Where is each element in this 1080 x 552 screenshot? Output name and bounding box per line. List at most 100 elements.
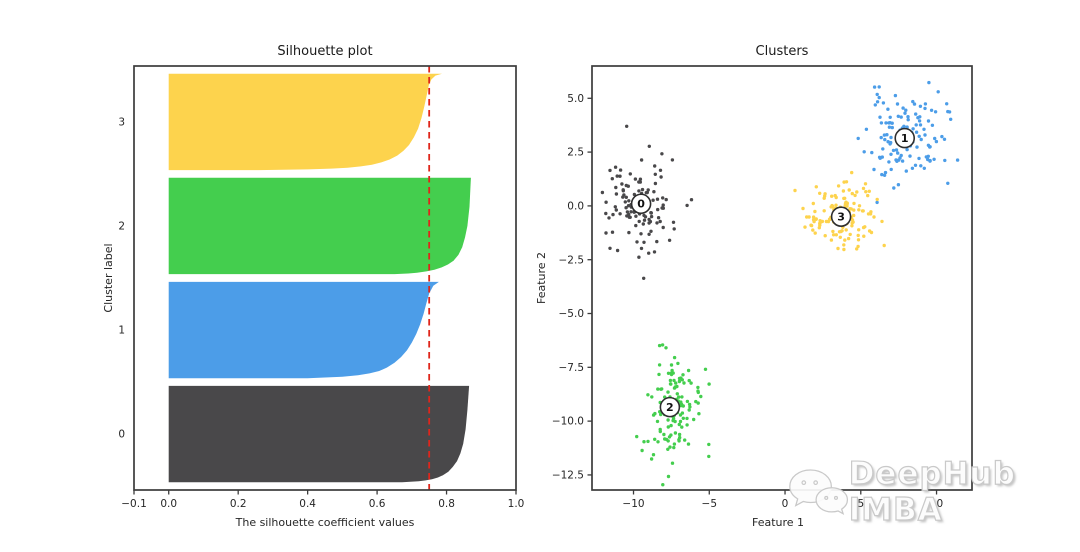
scatter-point <box>813 209 817 214</box>
scatter-point <box>677 395 681 399</box>
scatter-point <box>875 197 879 202</box>
scatter-point <box>664 197 668 202</box>
scatter-point <box>685 399 690 404</box>
scatter-point <box>863 182 868 186</box>
clusters-y-tick-label: −10.0 <box>552 416 584 428</box>
scatter-point <box>638 177 643 181</box>
scatter-point <box>678 435 682 440</box>
scatter-point <box>666 439 670 443</box>
scatter-point <box>664 346 668 350</box>
scatter-point <box>924 155 928 159</box>
scatter-point <box>623 200 627 204</box>
plots-layer: 0 1 2 3 −0.1 0.0 0.2 0.4 0.6 0.8 1.0 0 1 2 3 −10 −5 0 5 10 5… <box>118 65 973 510</box>
scatter-point <box>624 183 628 188</box>
scatter-point <box>677 422 681 427</box>
scatter-point <box>608 168 612 173</box>
scatter-point <box>666 447 670 451</box>
scatter-point <box>898 156 902 160</box>
scatter-point <box>852 201 856 206</box>
scatter-point <box>881 147 885 151</box>
scatter-point <box>652 250 657 254</box>
scatter-point <box>875 92 879 97</box>
scatter-point <box>647 144 651 148</box>
scatter-point <box>661 203 665 207</box>
scatter-point <box>660 387 664 391</box>
cluster-label-badge-0 <box>630 193 652 215</box>
scatter-point <box>670 158 675 162</box>
scatter-point <box>649 214 654 219</box>
scatter-point <box>856 244 860 249</box>
scatter-point <box>627 230 631 235</box>
scatter-cluster-1 <box>856 80 960 205</box>
scatter-point <box>649 457 654 461</box>
silhouette-x-tick-label: 0.6 <box>369 498 386 510</box>
scatter-point <box>651 453 656 457</box>
scatter-point <box>642 240 646 244</box>
scatter-point <box>895 102 900 106</box>
scatter-point <box>678 419 683 424</box>
cluster-label-number: 3 <box>837 211 845 224</box>
scatter-point <box>627 215 631 219</box>
scatter-point <box>672 227 676 231</box>
scatter-point <box>681 416 685 420</box>
cluster-label-number: 2 <box>666 401 674 414</box>
clusters-ylabel: Feature 2 <box>535 252 548 304</box>
scatter-point <box>689 198 694 202</box>
scatter-point <box>955 158 960 162</box>
silhouette-band-0 <box>168 385 470 483</box>
scatter-point <box>692 417 696 422</box>
scatter-point <box>621 189 625 193</box>
scatter-point <box>615 174 619 178</box>
scatter-point <box>677 439 681 443</box>
scatter-point <box>893 93 898 98</box>
scatter-point <box>846 236 851 241</box>
clusters-y-tick-label: −7.5 <box>559 362 585 374</box>
scatter-point <box>863 225 867 229</box>
scatter-point <box>656 207 660 212</box>
scatter-point <box>881 101 886 105</box>
scatter-point <box>900 159 905 163</box>
scatter-point <box>852 208 856 212</box>
scatter-point <box>687 408 691 412</box>
scatter-point <box>869 230 874 235</box>
scatter-point <box>646 393 650 397</box>
scatter-point <box>639 246 644 251</box>
scatter-point <box>864 190 868 194</box>
scatter-point <box>917 156 921 161</box>
scatter-point <box>856 238 861 242</box>
scatter-point <box>906 115 910 119</box>
silhouette-x-tick-label: −0.1 <box>121 498 147 510</box>
scatter-point <box>913 163 918 167</box>
cluster-label-number: 0 <box>637 198 645 211</box>
scatter-point <box>887 121 891 125</box>
clusters-x-tick-label: −10 <box>622 498 644 510</box>
scatter-point <box>614 192 619 196</box>
scatter-point <box>672 355 677 360</box>
scatter-point <box>635 434 639 439</box>
scatter-point <box>656 440 660 444</box>
scatter-point <box>653 172 657 176</box>
scatter-point <box>668 378 673 383</box>
scatter-point <box>842 247 846 252</box>
scatter-point <box>658 168 663 172</box>
scatter-point <box>814 185 818 189</box>
scatter-point <box>824 219 829 224</box>
scatter-point <box>608 246 612 250</box>
scatter-point <box>818 221 822 226</box>
scatter-point <box>912 102 917 106</box>
scatter-point <box>618 212 622 216</box>
silhouette-band-1 <box>168 281 439 379</box>
scatter-point <box>666 425 670 429</box>
clusters-xlabel: Feature 1 <box>752 516 804 529</box>
scatter-point <box>650 395 654 399</box>
scatter-point <box>707 442 711 447</box>
scatter-point <box>885 133 889 137</box>
scatter-point <box>933 136 937 141</box>
scatter-point <box>883 170 888 175</box>
scatter-point <box>672 445 676 450</box>
scatter-point <box>889 152 893 156</box>
scatter-point <box>680 395 684 399</box>
scatter-point <box>629 210 633 214</box>
scatter-point <box>669 372 674 377</box>
